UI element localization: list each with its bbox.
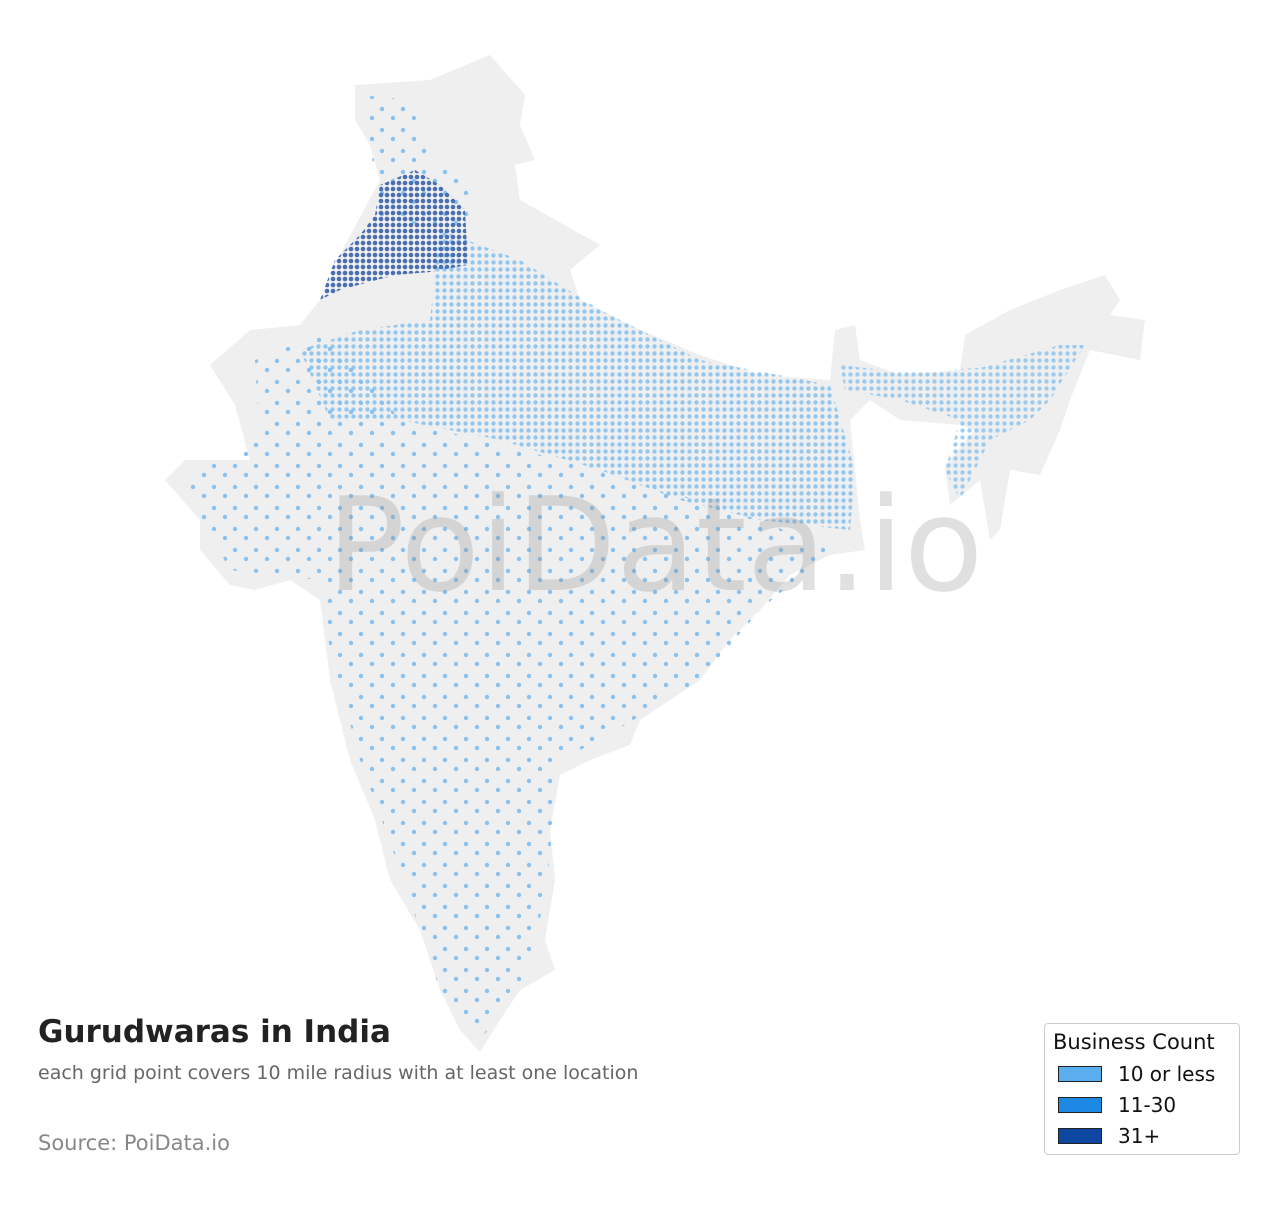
legend-label: 10 or less <box>1118 1061 1216 1086</box>
source: Source: PoiData.io <box>38 1131 230 1155</box>
sparse-dots <box>180 330 830 1040</box>
northeast-dots <box>840 345 1085 500</box>
title: Gurudwaras in India <box>38 1014 391 1050</box>
legend-item: 11-30 <box>1053 1089 1231 1120</box>
legend-swatch <box>1058 1096 1102 1113</box>
legend-item: 10 or less <box>1053 1058 1231 1089</box>
legend-title: Business Count <box>1053 1030 1215 1054</box>
watermark: PoiData.io <box>327 469 984 621</box>
subtitle: each grid point covers 10 mile radius wi… <box>38 1062 639 1084</box>
legend-label: 11-30 <box>1118 1092 1177 1117</box>
high-count-dots <box>320 170 468 300</box>
legend-label: 31+ <box>1118 1123 1161 1148</box>
legend-swatch <box>1058 1127 1102 1144</box>
legend-swatch <box>1058 1065 1102 1082</box>
legend: Business Count 10 or less 11-30 31+ <box>1044 1023 1240 1155</box>
legend-item: 31+ <box>1053 1120 1231 1151</box>
dense-dots <box>300 230 855 530</box>
